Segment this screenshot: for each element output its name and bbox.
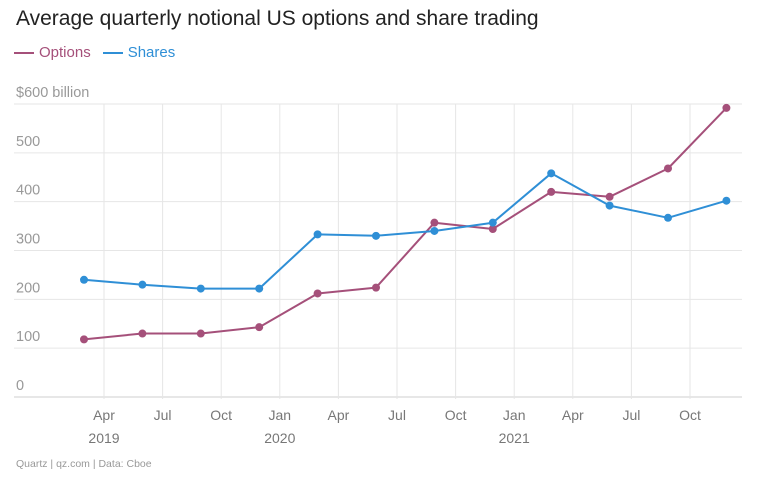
x-tick-label-3: Jan (269, 407, 292, 423)
data-point-options-5 (372, 283, 380, 292)
y-tick-label-0: 0 (16, 378, 24, 394)
y-tick-label-600: $600 billion (16, 85, 89, 101)
legend-swatch-options (14, 51, 34, 54)
data-point-shares-0 (80, 275, 88, 284)
data-point-options-8 (547, 187, 556, 196)
x-tick-label-0: Apr (93, 407, 115, 423)
year-label-2020: 2020 (264, 430, 295, 446)
x-tick-label-5: Jul (388, 407, 406, 423)
data-point-options-10 (664, 164, 672, 173)
data-point-shares-1 (138, 280, 147, 289)
y-tick-label-300: 300 (16, 232, 40, 248)
y-axis-labels: 0 100 200 300 400 500 $600 billion (16, 85, 89, 394)
x-tick-label-8: Apr (562, 407, 584, 423)
data-point-options-9 (605, 192, 614, 201)
y-tick-label-200: 200 (16, 280, 40, 296)
vertical-gridlines (103, 104, 691, 399)
x-tick-label-10: Oct (679, 407, 701, 423)
horizontal-gridlines (14, 103, 742, 398)
data-point-options-0 (80, 335, 88, 344)
data-point-options-2 (196, 329, 205, 338)
x-tick-label-9: Jul (622, 407, 640, 423)
data-point-shares-10 (664, 213, 672, 222)
data-point-shares-5 (372, 231, 380, 240)
legend-label-options: Options (39, 44, 91, 61)
data-point-shares-8 (547, 169, 556, 178)
x-tick-label-7: Jan (503, 407, 526, 423)
data-point-shares-11 (722, 196, 731, 205)
chart-legend: Options Shares (14, 44, 187, 61)
x-tick-label-1: Jul (154, 407, 172, 423)
legend-swatch-shares (102, 51, 123, 54)
y-tick-label-100: 100 (16, 329, 40, 345)
source-footer: Quartz | qz.com | Data: Cboe (16, 458, 152, 470)
data-point-options-7 (488, 225, 497, 234)
data-point-shares-7 (488, 218, 497, 227)
series-line-options (83, 107, 728, 341)
data-point-shares-3 (255, 284, 264, 293)
data-point-options-3 (255, 323, 264, 332)
year-label-2019: 2019 (88, 430, 119, 446)
data-point-shares-4 (313, 230, 322, 239)
y-tick-label-500: 500 (16, 134, 40, 150)
data-point-options-11 (722, 103, 731, 112)
data-point-shares-2 (196, 284, 205, 293)
data-point-shares-6 (430, 226, 439, 235)
data-point-options-4 (313, 289, 322, 298)
x-tick-label-4: Apr (328, 407, 350, 423)
x-tick-label-2: Oct (210, 407, 232, 423)
legend-item-shares: Shares (102, 44, 176, 61)
data-point-shares-9 (605, 201, 614, 210)
chart-title: Average quarterly notional US options an… (16, 7, 539, 30)
data-point-options-1 (138, 329, 147, 338)
legend-label-shares: Shares (127, 44, 176, 61)
series-shares (80, 169, 731, 293)
y-tick-label-400: 400 (16, 183, 40, 199)
series-line-shares (83, 172, 727, 290)
legend-item-options: Options (14, 44, 91, 61)
x-axis-labels: Apr Jul Oct Jan Apr Jul Oct Jan Apr Jul Oct 2019 202… (88, 407, 701, 446)
year-label-2021: 2021 (499, 430, 530, 446)
series-layer (80, 103, 731, 344)
series-options (80, 103, 731, 344)
data-point-options-6 (430, 218, 439, 227)
x-tick-label-6: Oct (445, 407, 467, 423)
